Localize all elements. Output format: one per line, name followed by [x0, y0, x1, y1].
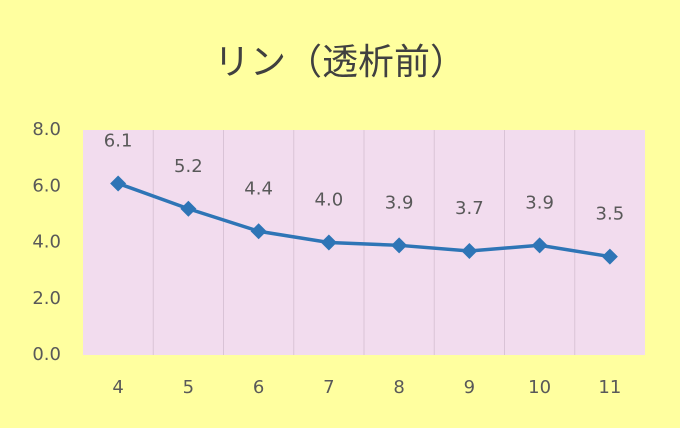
- data-marker: [180, 200, 197, 217]
- x-tick-label: 11: [598, 377, 621, 398]
- y-tick-label: 6.0: [32, 175, 61, 196]
- data-label: 3.7: [455, 198, 484, 219]
- x-tick-label: 4: [112, 377, 123, 398]
- y-tick-label: 8.0: [32, 119, 61, 140]
- data-label: 4.0: [315, 190, 344, 211]
- data-marker: [250, 223, 267, 240]
- data-marker: [601, 248, 618, 265]
- data-marker: [391, 237, 408, 254]
- chart-title: リン（透析前）: [214, 42, 466, 83]
- x-tick-label: 8: [393, 377, 404, 398]
- data-marker: [110, 175, 127, 192]
- data-label: 3.9: [385, 192, 414, 213]
- data-marker: [531, 237, 548, 254]
- data-line: [117, 181, 611, 259]
- data-label: 3.5: [596, 204, 625, 225]
- data-label: 5.2: [174, 156, 203, 177]
- y-tick-label: 0.0: [32, 344, 61, 365]
- x-tick-label: 10: [528, 377, 551, 398]
- data-label: 3.9: [525, 192, 554, 213]
- data-label: 4.4: [244, 178, 273, 199]
- y-tick-label: 2.0: [32, 288, 61, 309]
- y-tick-label: 4.0: [32, 232, 61, 253]
- data-label: 6.1: [104, 130, 133, 151]
- x-tick-label: 7: [323, 377, 334, 398]
- data-marker: [320, 234, 337, 251]
- x-tick-label: 9: [464, 377, 475, 398]
- data-marker: [461, 242, 478, 259]
- x-tick-label: 6: [253, 377, 264, 398]
- x-tick-label: 5: [183, 377, 194, 398]
